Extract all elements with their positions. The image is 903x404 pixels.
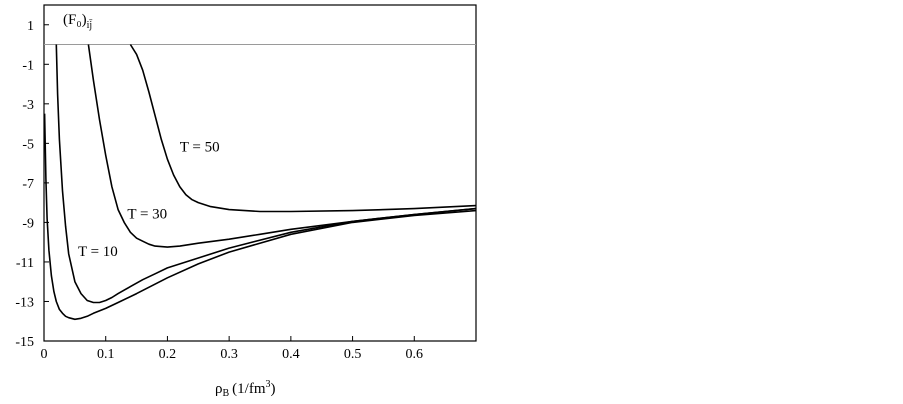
series-labels: T = 10 T = 30 T = 50 — [78, 139, 220, 260]
y-axis-title: (F₀)ij̄ — [63, 12, 93, 31]
series-label-3: T = 50 — [180, 139, 220, 155]
y-tick-label: -9 — [22, 216, 34, 231]
x-tick-label: 0 — [41, 347, 48, 362]
y-tick-label: -13 — [15, 295, 34, 310]
y-axis-ticks: 1 -1 -3 -5 -7 -9 -11 -13 -15 — [15, 19, 49, 350]
y-tick-label: -3 — [22, 98, 34, 113]
x-tick-label: 0.2 — [159, 347, 177, 362]
x-tick-label: 0.1 — [97, 347, 115, 362]
series-line-4 — [129, 44, 477, 213]
series-line-3 — [87, 44, 477, 248]
plot-frame — [43, 4, 477, 342]
x-tick-label: 0.3 — [220, 347, 238, 362]
y-tick-label: 1 — [27, 19, 34, 34]
x-axis-title: ρB (1/fm3) — [215, 379, 276, 399]
y-tick-label: -1 — [22, 58, 34, 73]
series-line-2 — [55, 44, 477, 304]
x-axis-ticks: 0 0.1 0.2 0.3 0.4 0.5 0.6 — [41, 336, 424, 362]
series-lines — [43, 44, 477, 321]
series-label-2: T = 30 — [127, 206, 167, 222]
x-tick-label: 0.5 — [344, 347, 362, 362]
y-tick-label: -11 — [16, 256, 34, 271]
y-tick-label: -7 — [22, 177, 34, 192]
series-label-1: T = 10 — [78, 244, 118, 260]
y-tick-label: -15 — [15, 335, 34, 350]
y-tick-label: -5 — [22, 137, 34, 152]
plot-border — [43, 4, 477, 342]
series-line-1 — [43, 113, 477, 321]
x-tick-label: 0.4 — [282, 347, 300, 362]
x-tick-label: 0.6 — [406, 347, 424, 362]
